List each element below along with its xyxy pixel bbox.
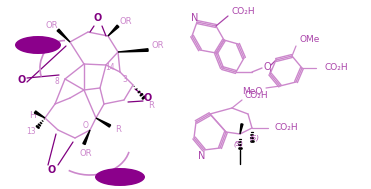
Text: O: O — [144, 93, 152, 103]
Polygon shape — [83, 130, 90, 145]
Text: CO₂H: CO₂H — [274, 123, 298, 132]
Polygon shape — [35, 111, 45, 118]
Text: (S): (S) — [233, 141, 243, 147]
Text: OR: OR — [46, 20, 58, 29]
Text: CO₂H: CO₂H — [324, 64, 348, 73]
Text: MeO: MeO — [242, 87, 262, 95]
Text: N: N — [198, 151, 206, 161]
Text: O: O — [94, 13, 102, 23]
Ellipse shape — [95, 168, 145, 186]
Text: 14: 14 — [105, 64, 115, 73]
Text: OMe: OMe — [300, 36, 320, 44]
Polygon shape — [240, 124, 243, 134]
Text: (S): (S) — [249, 135, 259, 141]
Text: N: N — [191, 13, 199, 23]
Polygon shape — [108, 25, 119, 36]
Text: O: O — [18, 75, 26, 85]
Text: H: H — [30, 112, 36, 121]
Text: O: O — [263, 62, 271, 72]
Text: CO₂H: CO₂H — [231, 8, 255, 16]
Text: Ligand: Ligand — [22, 40, 54, 50]
Polygon shape — [57, 29, 70, 42]
Text: OR: OR — [152, 42, 164, 50]
Text: Ligand: Ligand — [104, 173, 136, 181]
Text: R: R — [115, 125, 121, 135]
Text: OR: OR — [120, 18, 132, 26]
Text: 13: 13 — [26, 128, 36, 136]
Ellipse shape — [15, 36, 61, 54]
Text: CO₂H: CO₂H — [244, 91, 268, 101]
Text: 3: 3 — [122, 75, 127, 84]
Polygon shape — [118, 49, 148, 52]
Text: O: O — [83, 122, 89, 130]
Text: 8: 8 — [55, 77, 59, 85]
Polygon shape — [96, 118, 111, 127]
Text: R: R — [148, 101, 154, 109]
Text: OR: OR — [80, 149, 92, 159]
Text: O: O — [48, 165, 56, 175]
